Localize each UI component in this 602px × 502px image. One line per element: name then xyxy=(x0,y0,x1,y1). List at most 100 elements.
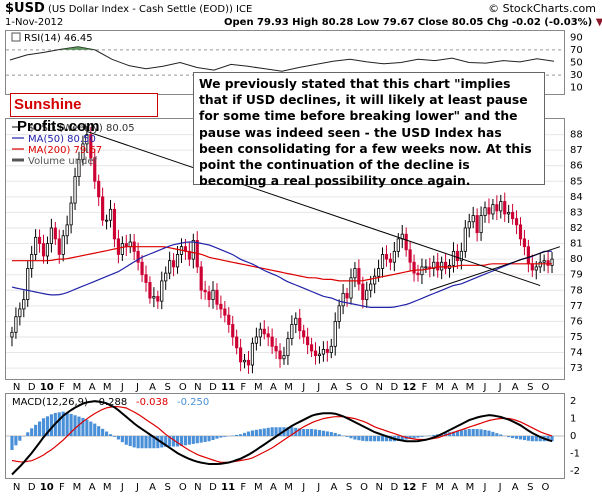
macd-histogram-bar xyxy=(34,424,38,436)
x-tick-label: O xyxy=(179,382,187,393)
price-candle xyxy=(313,350,318,357)
macd-histogram-bar xyxy=(479,429,483,436)
price-candle xyxy=(22,299,26,310)
price-candle xyxy=(440,261,444,271)
x-tick-label: D xyxy=(390,482,398,493)
macd-histogram-bar xyxy=(239,434,243,436)
macd-legend-3: -0.250 xyxy=(177,397,209,408)
chart-date: 1-Nov-2012 xyxy=(5,17,64,28)
macd-histogram-bar xyxy=(57,412,61,436)
x-tick-label: M xyxy=(254,482,263,493)
macd-histogram-bar xyxy=(14,436,18,446)
price-candle xyxy=(467,221,471,229)
macd-histogram-bar xyxy=(81,417,85,436)
price-candle xyxy=(156,296,160,302)
x-tick-label: N xyxy=(13,482,20,493)
x-tick-label: M xyxy=(435,482,444,493)
macd-histogram-bar xyxy=(242,432,247,436)
price-candle xyxy=(160,280,164,302)
macd-histogram-bar xyxy=(420,436,424,437)
x-tick-label: M xyxy=(103,382,112,393)
price-candle xyxy=(530,263,534,271)
price-candle xyxy=(45,243,50,257)
macd-histogram-bar xyxy=(329,432,333,436)
x-tick-label: O xyxy=(542,382,550,393)
price-candle xyxy=(274,345,278,352)
macd-histogram-bar xyxy=(61,411,65,436)
price-candle xyxy=(514,218,519,226)
macd-histogram-bar xyxy=(235,434,239,436)
price-candle xyxy=(231,324,235,338)
price-candle xyxy=(49,227,53,244)
price-y-tick: 83 xyxy=(570,207,583,218)
macd-histogram-bar xyxy=(254,429,258,436)
price-candle xyxy=(116,238,120,255)
price-y-tick: 88 xyxy=(570,130,583,141)
price-y-tick: 82 xyxy=(570,223,583,234)
price-candle xyxy=(518,224,523,240)
rsi-y-tick: 10 xyxy=(570,83,583,94)
macd-histogram-bar xyxy=(195,436,199,444)
price-candle xyxy=(254,336,258,344)
price-candle xyxy=(278,350,282,360)
price-candle xyxy=(235,336,239,349)
brand: © StockCharts.com xyxy=(488,2,596,15)
x-tick-label: A xyxy=(270,482,277,493)
macd-histogram-bar xyxy=(357,436,361,441)
price-candle xyxy=(376,268,381,277)
price-y-tick: 74 xyxy=(570,348,583,359)
x-tick-label: J xyxy=(135,382,139,393)
macd-histogram-bar xyxy=(270,427,274,436)
price-candle xyxy=(436,261,440,271)
price-candle xyxy=(526,246,530,265)
x-tick-label: F xyxy=(59,382,65,393)
macd-histogram-bar xyxy=(290,427,294,436)
macd-histogram-bar xyxy=(349,436,353,439)
price-candle xyxy=(112,208,117,240)
x-tick-label: O xyxy=(542,482,550,493)
macd-legend-0: MACD(12,26,9) xyxy=(12,397,88,408)
macd-histogram-bar xyxy=(120,436,124,443)
x-tick-label: A xyxy=(149,482,156,493)
price-candle xyxy=(18,308,22,318)
macd-histogram-bar xyxy=(223,436,227,437)
price-candle xyxy=(140,261,144,276)
macd-histogram-bar xyxy=(164,436,168,447)
price-candle xyxy=(97,180,101,198)
price-candle xyxy=(175,254,180,268)
macd-histogram-bar xyxy=(124,436,128,445)
macd-histogram-bar xyxy=(274,427,278,436)
macd-histogram-bar xyxy=(156,436,160,449)
x-tick-label: M xyxy=(466,382,475,393)
sunshine-profits-logo: Sunshine Profits.com xyxy=(10,93,158,135)
price-candle xyxy=(298,317,302,332)
price-y-tick: 84 xyxy=(570,192,583,203)
price-candle xyxy=(203,289,207,293)
macd-y-tick: 1 xyxy=(570,414,576,425)
macd-histogram-bar xyxy=(89,421,93,436)
price-candle xyxy=(361,283,365,300)
x-tick-label: O xyxy=(360,482,368,493)
macd-histogram-bar xyxy=(365,436,369,442)
price-candle xyxy=(444,261,448,269)
rsi-y-tick: 50 xyxy=(570,58,583,69)
price-candle xyxy=(290,324,294,339)
x-tick-label: J xyxy=(301,382,305,393)
price-x-axis: N D 10 F M A M J J A S O N D 11 F M A M J J A S O N D 12 F M A M J J A S O xyxy=(13,382,550,393)
macd-histogram-bar xyxy=(369,436,373,442)
macd-histogram-bar xyxy=(30,428,34,436)
macd-histogram-bar xyxy=(514,436,519,439)
logo-part-2: Profits.com xyxy=(17,118,100,135)
price-candle xyxy=(219,303,223,310)
price-candle xyxy=(215,289,219,305)
price-candle xyxy=(451,250,456,266)
macd-histogram-bar xyxy=(511,436,515,439)
price-y-tick: 73 xyxy=(570,363,583,374)
price-candle xyxy=(408,249,412,263)
price-candle xyxy=(41,243,46,257)
price-candle xyxy=(30,254,34,269)
price-y-tick: 78 xyxy=(570,285,583,296)
price-candle xyxy=(420,266,424,276)
macd-histogram-bar xyxy=(105,431,109,436)
price-candle xyxy=(317,353,322,357)
